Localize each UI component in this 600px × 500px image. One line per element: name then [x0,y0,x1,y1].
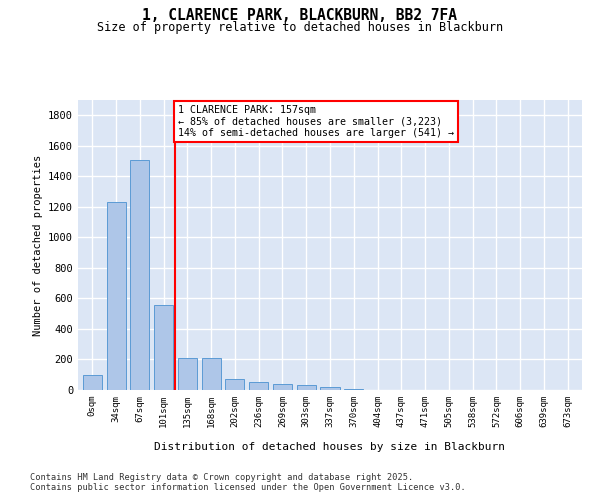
Bar [344,389,363,390]
Bar [249,382,268,390]
Text: 1 CLARENCE PARK: 157sqm
← 85% of detached houses are smaller (3,223)
14% of semi: 1 CLARENCE PARK: 157sqm ← 85% of detache… [178,104,454,138]
Y-axis label: Number of detached properties: Number of detached properties [32,154,43,336]
Text: Contains public sector information licensed under the Open Government Licence v3: Contains public sector information licen… [30,484,466,492]
Bar [320,387,340,390]
Bar [202,358,221,390]
Text: Contains HM Land Registry data © Crown copyright and database right 2025.: Contains HM Land Registry data © Crown c… [30,472,413,482]
Text: Distribution of detached houses by size in Blackburn: Distribution of detached houses by size … [155,442,505,452]
Text: 1, CLARENCE PARK, BLACKBURN, BB2 7FA: 1, CLARENCE PARK, BLACKBURN, BB2 7FA [143,8,458,22]
Bar [273,384,292,390]
Bar [130,160,149,390]
Bar [154,304,173,390]
Bar [107,202,125,390]
Bar [83,374,102,390]
Bar [226,378,244,390]
Text: Size of property relative to detached houses in Blackburn: Size of property relative to detached ho… [97,22,503,35]
Bar [178,358,197,390]
Bar [297,386,316,390]
